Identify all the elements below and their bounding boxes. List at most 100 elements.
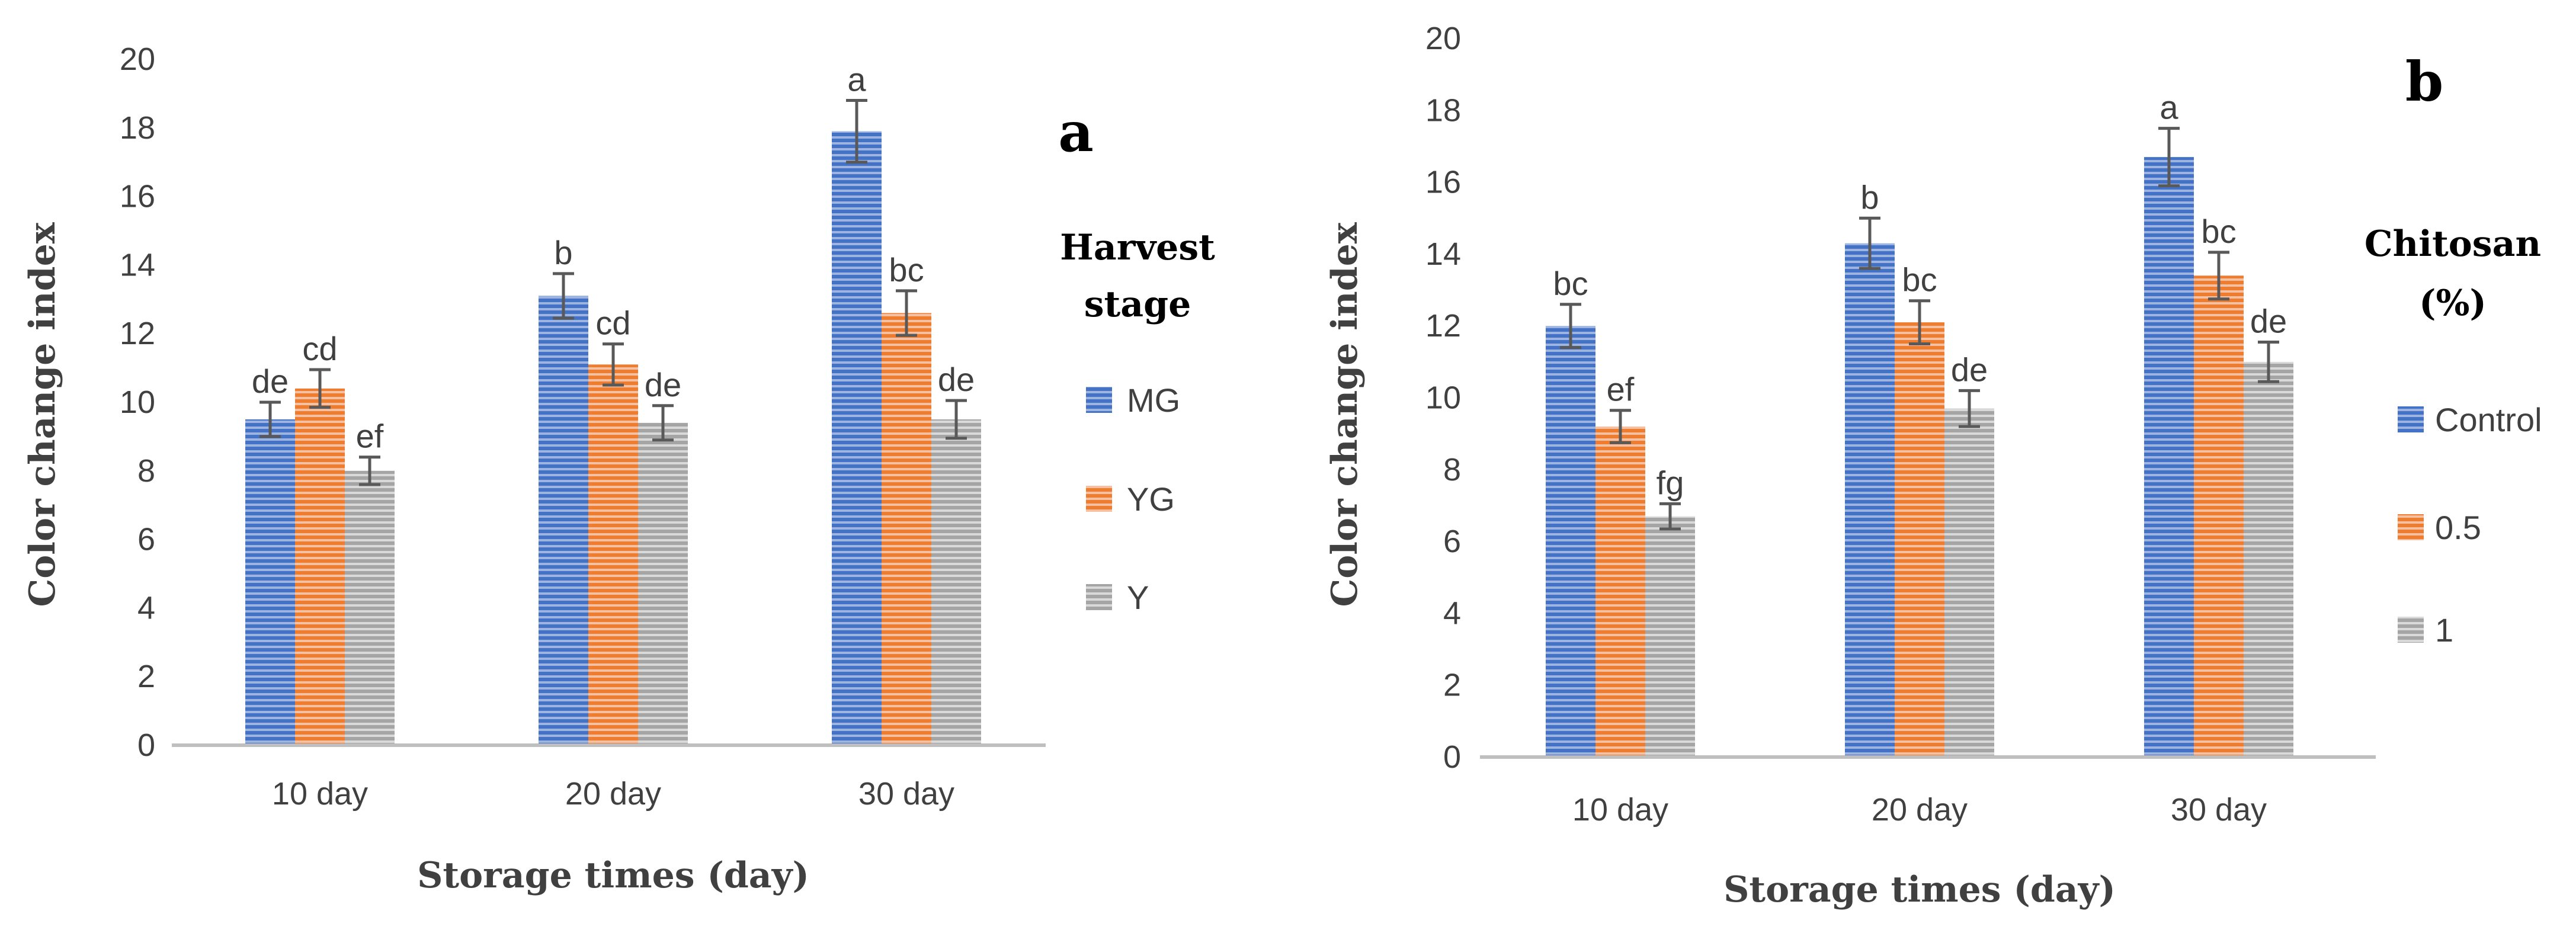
significance-letters-a: de b a cd cd bc ef de de <box>252 60 975 454</box>
x-tick-label: 30 day <box>2171 792 2267 828</box>
bar-0-5 <box>1595 427 1645 757</box>
bar-1 <box>2244 361 2293 757</box>
y-tick-label: 18 <box>120 110 155 146</box>
bar-mg <box>539 296 588 745</box>
bar-y <box>931 419 981 745</box>
error-bar <box>946 399 967 440</box>
x-tick-label: 30 day <box>858 776 954 812</box>
legend-swatch-gray <box>1086 584 1112 610</box>
error-bars-b <box>1560 127 2279 531</box>
significance-letter: de <box>645 366 681 403</box>
significance-letter: bc <box>1553 265 1588 302</box>
y-tick-label: 20 <box>120 41 155 77</box>
significance-letter: bc <box>2201 213 2236 250</box>
significance-letter: de <box>1951 351 1988 388</box>
panel-label-b: b <box>2405 50 2443 114</box>
y-axis-label-b: Color change index <box>1324 222 1366 607</box>
x-tick-label: 20 day <box>1872 792 1968 828</box>
error-bar <box>2208 251 2229 301</box>
error-bar <box>1560 303 1581 350</box>
y-tick-labels-b: 0 2 4 6 8 10 12 14 16 18 20 <box>1425 21 1461 775</box>
legend-title-b-line2: (%) <box>2419 283 2487 324</box>
y-tick-label: 4 <box>1443 595 1461 631</box>
x-tick-label: 10 day <box>272 776 368 812</box>
error-bar <box>846 98 867 164</box>
bar-0-5 <box>1895 322 1944 757</box>
bar-control <box>1546 326 1595 757</box>
bar-yg <box>882 313 931 745</box>
significance-letter: bc <box>1902 261 1937 299</box>
significance-letter: fg <box>1657 464 1684 501</box>
y-tick-label: 16 <box>1425 165 1461 200</box>
chart-panel-a: 0 2 4 6 8 10 12 14 16 18 20 de b a cd cd bc ef de de 10 da… <box>22 41 1215 896</box>
y-tick-label: 0 <box>137 727 155 763</box>
y-tick-label: 0 <box>1443 739 1461 775</box>
y-tick-label: 12 <box>120 316 155 351</box>
legend-label: YG <box>1127 480 1175 518</box>
legend-b: Control 0.5 1 <box>2398 401 2542 649</box>
legend-swatch-orange <box>1086 486 1112 512</box>
error-bar <box>652 404 674 442</box>
significance-letter: b <box>554 234 572 271</box>
bar-1 <box>1645 516 1695 757</box>
error-bar <box>603 342 624 387</box>
y-tick-label: 12 <box>1425 308 1461 344</box>
error-bar <box>1859 216 1880 270</box>
y-tick-label: 18 <box>1425 92 1461 128</box>
y-tick-label: 8 <box>137 453 155 489</box>
significance-letter: a <box>847 60 866 98</box>
bar-mg <box>245 419 295 745</box>
error-bar <box>2258 340 2279 383</box>
y-axis-label-a: Color change index <box>22 222 63 607</box>
legend-title-a-line2: stage <box>1084 284 1191 325</box>
panel-label-a: a <box>1058 100 1094 164</box>
error-bar <box>896 289 917 337</box>
y-tick-label: 8 <box>1443 452 1461 488</box>
x-tick-labels-a: 10 day 20 day 30 day <box>272 776 954 812</box>
y-tick-label: 16 <box>120 179 155 214</box>
legend-swatch-gray <box>2398 617 2424 643</box>
bar-0-5 <box>2194 275 2244 757</box>
significance-letter: cd <box>595 304 630 342</box>
legend-a: MG YG Y <box>1086 381 1180 616</box>
x-tick-label: 10 day <box>1572 792 1668 828</box>
y-tick-label: 2 <box>137 659 155 694</box>
bar-1 <box>1944 408 1994 757</box>
significance-letter: de <box>938 361 975 398</box>
error-bar <box>2158 127 2180 188</box>
y-tick-label: 10 <box>1425 380 1461 416</box>
significance-letter: bc <box>889 251 924 288</box>
significance-letter: a <box>2160 89 2178 126</box>
significance-letter: ef <box>1607 371 1635 408</box>
bars-a <box>245 131 981 746</box>
significance-letter: b <box>1860 178 1879 216</box>
bar-yg <box>588 364 638 745</box>
legend-label: Control <box>2435 401 2542 438</box>
bar-control <box>1845 243 1895 758</box>
bar-mg <box>832 131 882 746</box>
y-tick-label: 14 <box>120 247 155 283</box>
x-axis-label-b: Storage times (day) <box>1723 869 2116 910</box>
bar-y <box>345 470 395 745</box>
legend-swatch-blue <box>1086 387 1112 413</box>
error-bar <box>359 456 380 486</box>
legend-label: MG <box>1127 381 1180 419</box>
error-bar <box>1959 389 1980 428</box>
legend-swatch-blue <box>2398 406 2424 432</box>
error-bar <box>309 368 331 409</box>
error-bar <box>1659 502 1681 531</box>
y-tick-labels-a: 0 2 4 6 8 10 12 14 16 18 20 <box>120 41 155 763</box>
legend-swatch-orange <box>2398 514 2424 540</box>
x-axis-label-a: Storage times (day) <box>417 855 809 896</box>
y-tick-label: 14 <box>1425 236 1461 272</box>
y-tick-label: 10 <box>120 384 155 420</box>
y-tick-label: 6 <box>1443 524 1461 559</box>
error-bar <box>553 272 574 320</box>
error-bar <box>1909 299 1930 346</box>
legend-label: Y <box>1127 579 1149 616</box>
error-bars-a <box>259 98 967 486</box>
y-tick-label: 20 <box>1425 21 1461 56</box>
significance-letter: ef <box>356 418 384 455</box>
error-bar <box>259 400 281 438</box>
